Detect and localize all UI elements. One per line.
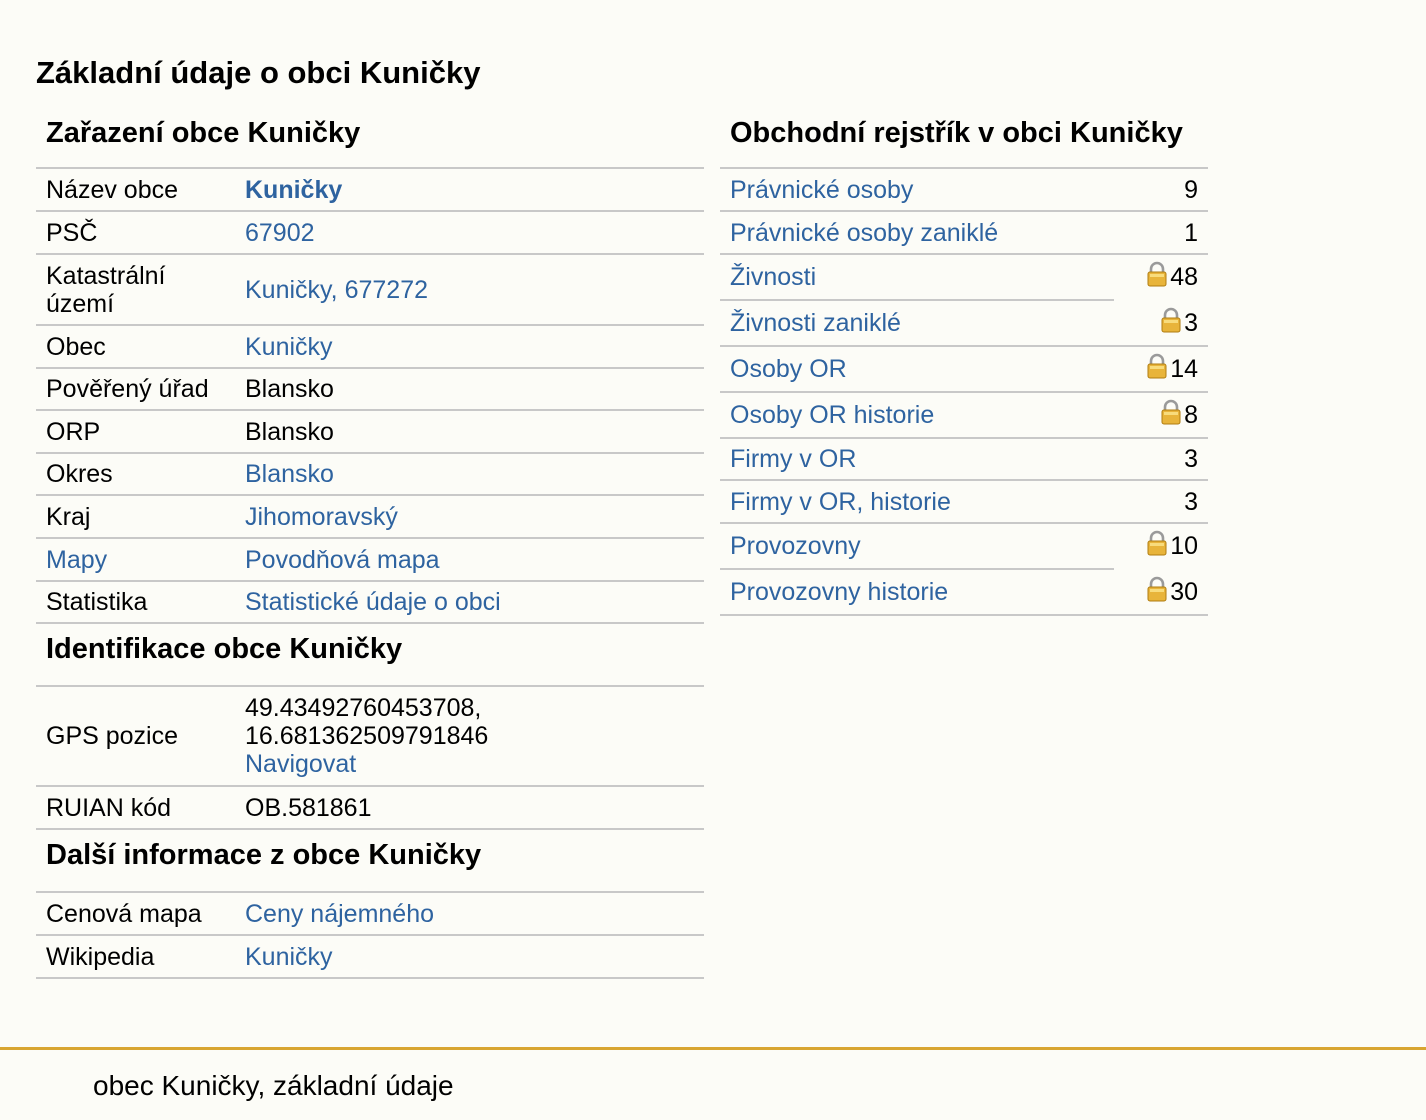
table-row: Provozovny 10 <box>720 523 1208 570</box>
provozovny-link[interactable]: Provozovny <box>730 532 861 560</box>
firmy-v-or-historie-link[interactable]: Firmy v OR, historie <box>730 487 951 516</box>
obec-info-column: Zařazení obce Kuničky Název obce Kuničky… <box>36 108 704 979</box>
lock-icon[interactable] <box>1147 261 1167 293</box>
footer-divider <box>0 1047 1426 1050</box>
osoby-or-link[interactable]: Osoby OR <box>730 355 847 383</box>
row-label-gps: GPS pozice <box>36 687 235 787</box>
table-row: Právnické osoby 9 <box>720 169 1208 212</box>
dalsi-table: Cenová mapa Ceny nájemného Wikipedia Kun… <box>36 893 704 979</box>
table-row: Mapy Povodňová mapa <box>36 538 704 582</box>
rejstrik-heading: Obchodní rejstřík v obci Kuničky <box>730 117 1183 149</box>
osoby-or-count: 14 <box>1170 355 1198 383</box>
rejstrik-table: Právnické osoby 9 Právnické osoby zanikl… <box>720 169 1208 616</box>
row-label-katastralni-uzemi: Katastrální území <box>36 254 235 326</box>
pravnicke-osoby-count: 9 <box>1114 169 1208 212</box>
table-row: Katastrální území Kuničky, 677272 <box>36 254 704 326</box>
katastralni-uzemi-link[interactable]: Kuničky, 677272 <box>245 275 428 304</box>
obec-link[interactable]: Kuničky <box>245 332 333 361</box>
row-label-okres: Okres <box>36 453 235 496</box>
kraj-link[interactable]: Jihomoravský <box>245 502 398 531</box>
identifikace-table: GPS pozice 49.43492760453708, 16.6813625… <box>36 687 704 830</box>
table-row: Živnosti 48 <box>720 254 1208 301</box>
row-label-statistika: Statistika <box>36 581 235 624</box>
table-row: Kraj Jihomoravský <box>36 495 704 539</box>
table-row: Název obce Kuničky <box>36 169 704 212</box>
table-row: Obec Kuničky <box>36 325 704 369</box>
row-label-kraj: Kraj <box>36 495 235 539</box>
table-row: Právnické osoby zaniklé 1 <box>720 211 1208 255</box>
provozovny-historie-count: 30 <box>1170 578 1198 606</box>
zivnosti-count: 48 <box>1170 263 1198 291</box>
osoby-or-historie-count: 8 <box>1184 401 1198 429</box>
row-label-nazev-obce: Název obce <box>36 169 235 212</box>
zivnosti-zanikle-link[interactable]: Živnosti zaniklé <box>730 309 901 337</box>
table-row: Wikipedia Kuničky <box>36 935 704 979</box>
firmy-v-or-count: 3 <box>1114 438 1208 481</box>
footer-text: obec Kuničky, základní údaje <box>93 1070 454 1101</box>
row-label-psc: PSČ <box>36 211 235 255</box>
gps-latitude: 49.43492760453708, <box>245 694 482 722</box>
table-row: Provozovny historie 30 <box>720 569 1208 616</box>
nazev-obce-link[interactable]: Kuničky <box>245 175 343 204</box>
firmy-v-or-link[interactable]: Firmy v OR <box>730 445 857 473</box>
dalsi-section-header: Další informace z obce Kuničky <box>36 830 704 893</box>
row-label-wikipedia: Wikipedia <box>36 935 235 979</box>
provozovny-historie-link[interactable]: Provozovny historie <box>730 578 949 606</box>
row-label-ruian: RUIAN kód <box>36 786 235 830</box>
zarazeni-heading: Zařazení obce Kuničky <box>46 117 361 149</box>
rejstrik-section-header: Obchodní rejstřík v obci Kuničky <box>720 108 1208 169</box>
povereny-urad-value: Blansko <box>235 368 704 411</box>
table-row: ORP Blansko <box>36 410 704 454</box>
table-row: PSČ 67902 <box>36 211 704 255</box>
okres-link[interactable]: Blansko <box>245 460 334 488</box>
mapy-link[interactable]: Mapy <box>46 545 108 574</box>
zarazeni-table: Název obce Kuničky PSČ 67902 Katastrální… <box>36 169 704 624</box>
table-row: Statistika Statistické údaje o obci <box>36 581 704 624</box>
page-title: Základní údaje o obci Kuničky <box>36 55 481 90</box>
dalsi-heading: Další informace z obce Kuničky <box>46 839 482 871</box>
statisticke-udaje-link[interactable]: Statistické údaje o obci <box>245 588 501 616</box>
lock-icon[interactable] <box>1161 399 1181 431</box>
wikipedia-link[interactable]: Kuničky <box>245 942 333 971</box>
ceny-najemneho-link[interactable]: Ceny nájemného <box>245 899 435 928</box>
lock-icon[interactable] <box>1147 353 1167 385</box>
pravnicke-osoby-link[interactable]: Právnické osoby <box>730 175 914 204</box>
navigate-link[interactable]: Navigovat <box>245 750 357 778</box>
table-row: RUIAN kód OB.581861 <box>36 786 704 830</box>
table-row: Cenová mapa Ceny nájemného <box>36 893 704 936</box>
table-row: Firmy v OR, historie 3 <box>720 480 1208 524</box>
row-label-orp: ORP <box>36 410 235 454</box>
obchodni-rejstrik-column: Obchodní rejstřík v obci Kuničky Právnic… <box>720 108 1208 616</box>
lock-icon[interactable] <box>1147 576 1167 608</box>
identifikace-section-header: Identifikace obce Kuničky <box>36 624 704 687</box>
table-row: Firmy v OR 3 <box>720 438 1208 481</box>
identifikace-heading: Identifikace obce Kuničky <box>46 633 403 665</box>
psc-link[interactable]: 67902 <box>245 218 315 247</box>
lock-icon[interactable] <box>1161 307 1181 339</box>
lock-icon[interactable] <box>1147 530 1167 562</box>
table-row: Pověřený úřad Blansko <box>36 368 704 411</box>
row-label-obec: Obec <box>36 325 235 369</box>
provozovny-count: 10 <box>1170 532 1198 560</box>
gps-longitude: 16.681362509791846 <box>245 722 489 750</box>
firmy-v-or-historie-count: 3 <box>1114 480 1208 524</box>
table-row: Osoby OR historie 8 <box>720 392 1208 439</box>
zarazeni-section-header: Zařazení obce Kuničky <box>36 108 704 169</box>
table-row: Osoby OR 14 <box>720 346 1208 393</box>
table-row: Okres Blansko <box>36 453 704 496</box>
osoby-or-historie-link[interactable]: Osoby OR historie <box>730 401 935 429</box>
zivnosti-link[interactable]: Živnosti <box>730 263 817 291</box>
table-row: GPS pozice 49.43492760453708, 16.6813625… <box>36 687 704 787</box>
ruian-value: OB.581861 <box>235 786 704 830</box>
pravnicke-osoby-zanikle-link[interactable]: Právnické osoby zaniklé <box>730 218 999 247</box>
row-label-povereny-urad: Pověřený úřad <box>36 368 235 411</box>
table-row: Živnosti zaniklé 3 <box>720 300 1208 347</box>
pravnicke-osoby-zanikle-count: 1 <box>1114 211 1208 255</box>
orp-value: Blansko <box>235 410 704 454</box>
povodnova-mapa-link[interactable]: Povodňová mapa <box>245 545 440 574</box>
zivnosti-zanikle-count: 3 <box>1184 309 1198 337</box>
row-label-cenova-mapa: Cenová mapa <box>36 893 235 936</box>
